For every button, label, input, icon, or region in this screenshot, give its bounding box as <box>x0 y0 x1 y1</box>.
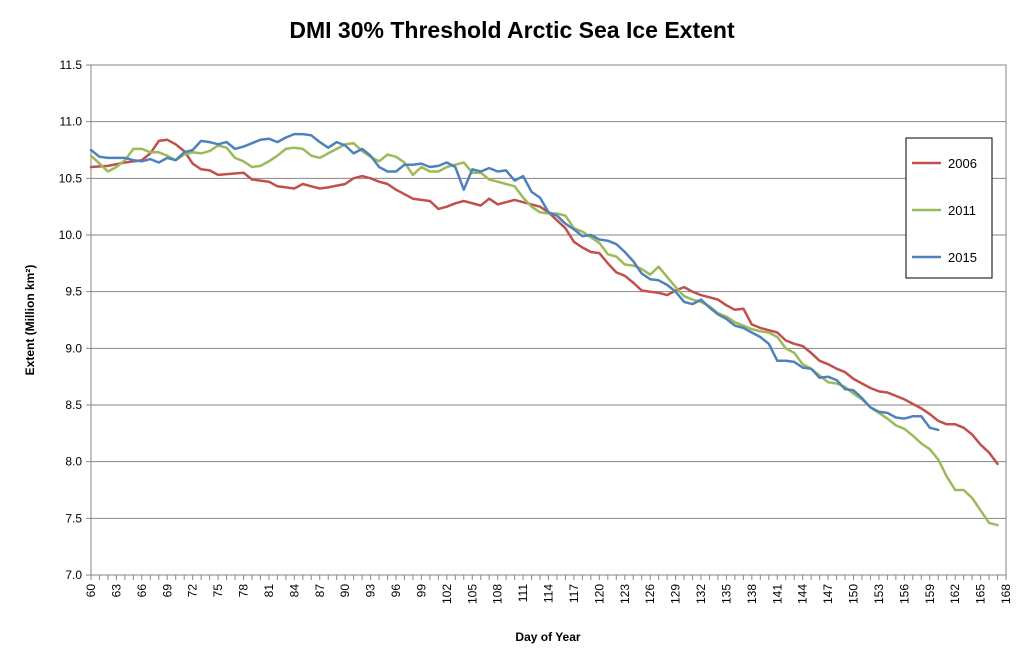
x-tick-label: 66 <box>135 584 149 598</box>
x-tick-label: 135 <box>719 584 733 604</box>
y-tick-label: 11.5 <box>60 58 83 72</box>
x-tick-label: 156 <box>897 584 911 604</box>
x-tick-label: 87 <box>313 584 327 598</box>
series-lines <box>89 132 999 527</box>
x-tick-label: 159 <box>923 584 937 604</box>
x-tick-label: 99 <box>414 584 428 598</box>
x-tick-label: 126 <box>643 584 657 604</box>
y-tick-label: 7.5 <box>65 511 82 525</box>
legend-items: 2006 2011 2015 <box>912 156 977 265</box>
y-tick-label: 8.0 <box>65 455 82 469</box>
x-tick-label: 123 <box>618 584 632 604</box>
x-tick-label: 63 <box>109 584 123 598</box>
x-tick-label: 84 <box>287 584 301 598</box>
y-tick-label: 11.0 <box>60 115 83 129</box>
y-tick-label: 9.0 <box>65 341 82 355</box>
x-tick-label: 108 <box>491 584 505 604</box>
x-tick-label: 111 <box>516 584 530 603</box>
x-tick-label: 144 <box>796 584 810 604</box>
x-axis-title: Day of Year <box>515 630 580 644</box>
x-tick-label: 102 <box>440 584 454 604</box>
y-axis-ticks: 7.0 7.5 8.0 8.5 9.0 9.5 10.0 10.5 11.0 11.5 <box>59 58 91 582</box>
x-tick-label: 75 <box>211 584 225 598</box>
legend: 2006 2011 2015 <box>905 137 993 279</box>
y-tick-label: 9.5 <box>65 285 82 299</box>
series-line-2006 <box>89 138 999 466</box>
x-tick-label: 69 <box>160 584 174 598</box>
legend-box <box>905 137 993 279</box>
y-tick-label: 7.0 <box>65 568 82 582</box>
y-tick-label: 10.5 <box>59 171 83 185</box>
y-axis-title: Extent (Million km²) <box>23 265 37 376</box>
chart-title: DMI 30% Threshold Arctic Sea Ice Extent <box>289 17 735 43</box>
series-line-2011 <box>89 141 999 527</box>
x-tick-label: 72 <box>186 584 200 598</box>
x-tick-label: 168 <box>999 584 1013 604</box>
x-tick-label: 105 <box>465 584 479 604</box>
x-tick-label: 165 <box>974 584 988 604</box>
legend-label-2015: 2015 <box>948 250 977 265</box>
x-tick-label: 90 <box>338 584 352 598</box>
legend-label-2006: 2006 <box>948 156 977 171</box>
x-tick-label: 138 <box>745 584 759 604</box>
y-tick-label: 8.5 <box>65 398 82 412</box>
x-tick-label: 150 <box>847 584 861 604</box>
x-tick-label: 81 <box>262 584 276 598</box>
x-tick-label: 120 <box>592 584 606 604</box>
x-axis-ticks: 60 63 66 69 72 75 78 81 84 87 90 93 96 99 102 105 108 111… <box>84 575 1013 604</box>
series-line-2015 <box>89 132 940 432</box>
x-tick-label: 147 <box>821 584 835 604</box>
x-tick-label: 141 <box>770 584 784 604</box>
x-tick-label: 78 <box>237 584 251 598</box>
y-tick-label: 10.0 <box>59 228 83 242</box>
x-tick-label: 93 <box>364 584 378 598</box>
x-tick-label: 60 <box>84 584 98 598</box>
legend-label-2011: 2011 <box>948 203 976 218</box>
x-tick-label: 117 <box>567 584 581 603</box>
x-tick-label: 114 <box>542 584 556 603</box>
x-tick-label: 96 <box>389 584 403 598</box>
x-tick-label: 129 <box>669 584 683 604</box>
x-tick-label: 132 <box>694 584 708 604</box>
x-tick-label: 162 <box>948 584 962 604</box>
x-tick-label: 153 <box>872 584 886 604</box>
